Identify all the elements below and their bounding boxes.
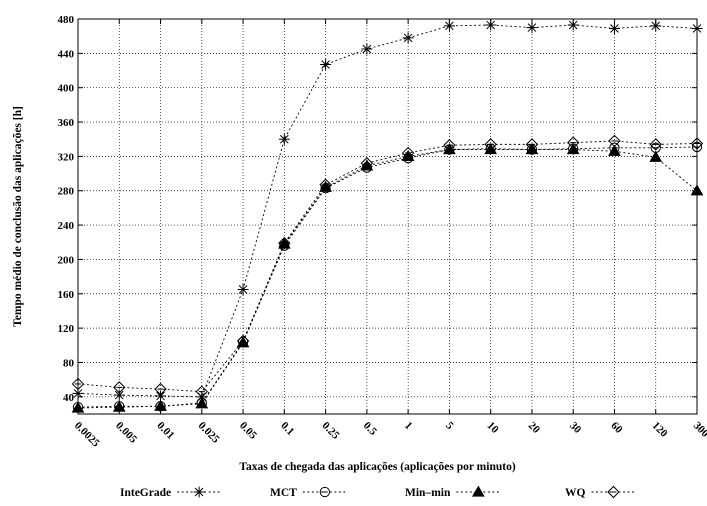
x-tick-label: 1 bbox=[402, 420, 414, 432]
data-point-wq bbox=[236, 334, 250, 348]
plot-frame bbox=[77, 18, 698, 415]
y-tick-label: 80 bbox=[63, 357, 75, 369]
x-axis-title: Taxas de chegada das aplicações (aplicaç… bbox=[239, 461, 516, 473]
data-point-wq bbox=[113, 381, 126, 394]
y-tick-label: 360 bbox=[58, 117, 75, 129]
data-point-integrade bbox=[237, 283, 249, 295]
x-tick-label: 0.25 bbox=[319, 420, 341, 442]
y-tick-label: 440 bbox=[58, 48, 75, 60]
data-point-min-min bbox=[649, 150, 663, 162]
x-tick-label: 10 bbox=[485, 420, 502, 437]
data-point-integrade bbox=[443, 20, 455, 32]
y-tick-label: 40 bbox=[63, 392, 75, 404]
data-point-wq bbox=[360, 157, 374, 170]
legend-label-integrade: InteGrade bbox=[120, 487, 171, 499]
y-tick-label: 120 bbox=[58, 323, 75, 335]
series-line-wq bbox=[77, 140, 698, 393]
legend-marker-wq bbox=[607, 485, 620, 499]
data-point-min-min bbox=[112, 400, 126, 412]
data-point-wq bbox=[690, 137, 704, 150]
x-tick-label: 0.025 bbox=[196, 420, 222, 446]
data-point-integrade bbox=[278, 133, 290, 145]
y-tick-label: 320 bbox=[58, 151, 75, 163]
legend-marker-min-min bbox=[472, 485, 485, 497]
data-point-min-min bbox=[71, 401, 85, 413]
x-tick-label: 0.5 bbox=[361, 420, 380, 439]
data-point-min-min bbox=[690, 184, 704, 196]
x-tick-label: 0.1 bbox=[278, 420, 296, 438]
y-tick-label: 160 bbox=[58, 289, 75, 301]
data-point-min-min bbox=[319, 180, 332, 192]
data-point-integrade bbox=[650, 20, 662, 32]
data-point-mct bbox=[691, 141, 703, 153]
y-axis-title: Tempo médio de conclusão das aplicações … bbox=[12, 106, 24, 327]
data-point-wq bbox=[319, 178, 332, 191]
data-point-wq bbox=[278, 236, 291, 250]
legend-marker-integrade bbox=[193, 486, 205, 498]
legend-label-wq: WQ bbox=[565, 487, 586, 499]
data-point-min-min bbox=[608, 144, 621, 156]
x-tick-label: 30 bbox=[567, 420, 584, 437]
y-tick-label: 200 bbox=[58, 254, 75, 266]
data-point-integrade bbox=[402, 32, 414, 44]
x-tick-label: 120 bbox=[650, 420, 671, 441]
data-point-integrade bbox=[485, 19, 497, 31]
x-tick-label: 0.01 bbox=[154, 420, 176, 442]
data-point-wq bbox=[401, 146, 415, 160]
x-tick-label: 5 bbox=[443, 420, 456, 433]
x-tick-label: 300 bbox=[691, 420, 707, 441]
data-point-wq bbox=[484, 138, 497, 151]
data-point-wq bbox=[154, 382, 167, 396]
legend-label-min-min: Min–min bbox=[405, 487, 451, 499]
data-point-integrade bbox=[155, 390, 167, 402]
data-point-wq bbox=[608, 134, 621, 148]
data-point-min-min bbox=[484, 143, 498, 155]
x-tick-label: 60 bbox=[608, 420, 625, 437]
data-point-min-min bbox=[443, 143, 456, 155]
x-tick-label: 0.005 bbox=[113, 420, 139, 446]
data-point-min-min bbox=[154, 399, 167, 411]
data-point-min-min bbox=[525, 143, 539, 155]
x-tick-label: 20 bbox=[526, 420, 543, 437]
data-point-wq bbox=[525, 138, 539, 151]
data-point-wq bbox=[71, 377, 85, 391]
y-tick-label: 280 bbox=[58, 186, 75, 198]
data-point-wq bbox=[195, 385, 209, 398]
series-line-min-min bbox=[77, 149, 698, 409]
y-tick-label: 480 bbox=[58, 14, 75, 26]
data-point-wq bbox=[443, 139, 456, 152]
data-point-wq bbox=[649, 138, 662, 151]
data-point-integrade bbox=[72, 387, 84, 399]
data-point-integrade bbox=[526, 22, 538, 34]
data-point-integrade bbox=[361, 43, 373, 55]
data-point-integrade bbox=[567, 19, 579, 31]
data-point-integrade bbox=[320, 59, 332, 71]
x-tick-label: 0.0025 bbox=[72, 420, 102, 450]
y-tick-label: 400 bbox=[58, 83, 75, 95]
series-line-mct bbox=[77, 146, 698, 408]
data-point-wq bbox=[566, 136, 580, 149]
legend-marker-mct bbox=[319, 486, 331, 498]
data-point-integrade bbox=[608, 22, 620, 34]
data-point-min-min bbox=[195, 397, 209, 409]
y-tick-label: 240 bbox=[58, 220, 75, 232]
data-point-integrade bbox=[113, 389, 125, 401]
x-tick-label: 0.05 bbox=[237, 420, 259, 442]
legend-label-mct: MCT bbox=[270, 487, 297, 499]
series-line-integrade bbox=[77, 24, 698, 398]
data-point-integrade bbox=[691, 22, 703, 34]
